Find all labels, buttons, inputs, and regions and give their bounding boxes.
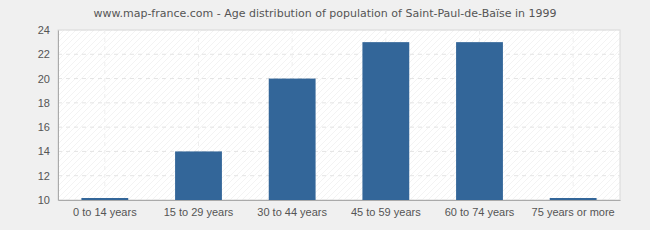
y-tick: 18	[38, 97, 58, 109]
y-tick: 10	[38, 194, 58, 206]
y-tick-label: 12	[38, 170, 50, 182]
bar	[550, 198, 597, 200]
grid-line	[58, 200, 620, 201]
grid-line	[58, 54, 620, 55]
grid-line	[58, 175, 620, 176]
bar	[269, 79, 316, 200]
y-axis: 10 12 14 16 18 20 22 24	[38, 24, 59, 206]
x-tick-label: 45 to 59 years	[351, 206, 421, 218]
plot-area	[58, 30, 620, 200]
y-tick-label: 18	[38, 97, 50, 109]
bar	[175, 151, 222, 200]
x-tick-label: 0 to 14 years	[73, 206, 137, 218]
grid-line	[58, 30, 620, 31]
y-tick: 16	[38, 121, 58, 133]
x-tick-label: 60 to 74 years	[445, 206, 515, 218]
x-tick-label: 15 to 29 years	[164, 206, 234, 218]
x-tick: 75 years or more	[532, 200, 615, 218]
y-tick: 20	[38, 73, 58, 85]
plot: 10 12 14 16 18 20 22 24 0 to 14 years 15 to 29 ye…	[38, 24, 621, 218]
grid-line	[58, 127, 620, 128]
x-tick: 0 to 14 years	[73, 200, 137, 218]
x-tick: 30 to 44 years	[257, 200, 327, 218]
y-axis-line	[58, 31, 59, 201]
grid-line-vertical	[104, 30, 105, 200]
grid-line	[58, 78, 620, 79]
y-tick-label: 20	[38, 73, 50, 85]
grid-line	[58, 151, 620, 152]
x-tick-label: 30 to 44 years	[257, 206, 327, 218]
grid-line-vertical	[573, 30, 574, 200]
y-tick-label: 22	[38, 48, 50, 60]
y-tick-label: 14	[38, 145, 50, 157]
x-tick: 15 to 29 years	[164, 200, 234, 218]
y-tick: 24	[38, 24, 58, 36]
y-tick: 14	[38, 145, 58, 157]
grid	[58, 30, 620, 200]
bars	[81, 42, 596, 200]
y-tick-label: 24	[38, 24, 50, 36]
y-tick-label: 16	[38, 121, 50, 133]
x-axis-line	[59, 200, 621, 201]
x-tick: 45 to 59 years	[351, 200, 421, 218]
y-tick-label: 10	[38, 194, 50, 206]
y-tick: 12	[38, 170, 58, 182]
x-axis: 0 to 14 years 15 to 29 years 30 to 44 year…	[59, 200, 621, 218]
bar	[362, 42, 409, 200]
background	[0, 0, 650, 230]
y-tick: 22	[38, 48, 58, 60]
bar	[456, 42, 503, 200]
title: www.map-france.com - Age distribution of…	[93, 7, 556, 20]
x-tick-label: 75 years or more	[532, 206, 615, 218]
x-tick: 60 to 74 years	[445, 200, 515, 218]
bar	[81, 198, 128, 200]
grid-line	[58, 102, 620, 103]
